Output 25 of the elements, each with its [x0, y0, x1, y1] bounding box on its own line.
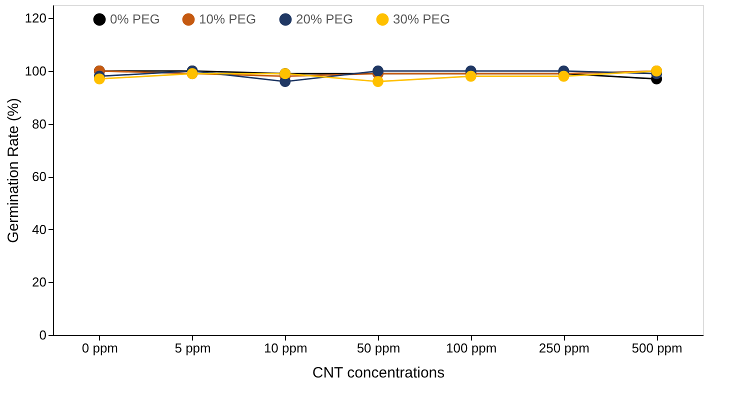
y-tick-label: 0 [39, 328, 46, 342]
y-tick-label: 120 [24, 10, 46, 26]
point [94, 73, 105, 84]
y-tick-label: 60 [32, 169, 46, 184]
point [558, 70, 570, 82]
x-tick-label: 500 ppm [632, 340, 682, 356]
x-tick-label: 0 ppm [82, 340, 118, 356]
legend-label: 0% PEG [110, 12, 160, 27]
x-tick-label: 5 ppm [174, 340, 211, 356]
point [372, 66, 384, 76]
legend-label: 10% PEG [199, 12, 256, 27]
y-tick-label: 40 [32, 222, 46, 237]
x-axis-title: CNT concentrations [312, 364, 445, 382]
y-tick-label: 80 [32, 116, 46, 132]
point [465, 70, 476, 82]
x-tick-label: 10 ppm [264, 340, 308, 356]
legend-label: 20% PEG [296, 12, 354, 27]
y-axis-title: Germination Rate (%) [4, 98, 22, 244]
legend-label: 30% PEG [393, 12, 450, 27]
x-tick-label: 250 ppm [538, 340, 590, 356]
x-tick-label: 100 ppm [446, 340, 497, 356]
y-tick-label: 20 [32, 274, 46, 290]
point [372, 76, 384, 88]
x-tick-label: 50 ppm [356, 340, 400, 356]
y-tick-label: 100 [24, 64, 46, 78]
